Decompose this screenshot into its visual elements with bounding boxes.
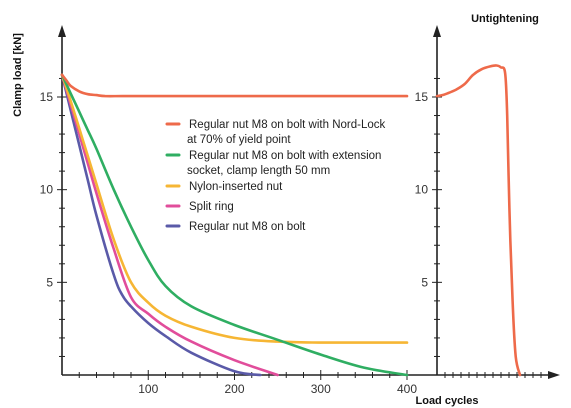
y-tick-label-right: 10	[415, 183, 429, 197]
y-tick-label-right: 5	[421, 275, 428, 289]
legend-label-3: Split ring	[189, 201, 234, 213]
legend: Regular nut M8 on bolt with Nord-Lock at …	[167, 119, 385, 233]
y-axis-left-arrow	[58, 25, 66, 37]
y-axis-title: Clamp load [kN]	[12, 33, 24, 117]
x-tick-label: 300	[311, 382, 331, 396]
legend-label-0: Regular nut M8 on bolt with Nord-Lock	[189, 119, 385, 131]
y-tick-label-left: 10	[40, 183, 54, 197]
right-panel-title: Untightening	[471, 13, 539, 25]
legend-label-1: Regular nut M8 on bolt with extension	[189, 150, 381, 162]
x-tick-label: 100	[138, 382, 158, 396]
axes: 5 5 10 10 15 15 100 200 300 400	[40, 25, 560, 396]
legend-label-2: Nylon-inserted nut	[189, 181, 283, 193]
legend-label-1-line2: socket, clamp length 50 mm	[187, 165, 330, 177]
legend-label-4: Regular nut M8 on bolt	[189, 221, 306, 233]
y-axis-right-arrow	[433, 25, 441, 37]
y-tick-label-left: 15	[40, 90, 54, 104]
x-axis-title: Load cycles	[416, 395, 479, 407]
series-line-0	[62, 75, 407, 96]
x-axis-arrow	[548, 371, 560, 379]
untightening-panel	[437, 65, 520, 375]
series-line-2	[62, 75, 407, 343]
y-tick-label-left: 5	[46, 275, 53, 289]
x-tick-label: 200	[224, 382, 244, 396]
untightening-line	[437, 65, 520, 375]
y-tick-label-right: 15	[415, 90, 429, 104]
legend-label-0-line2: at 70% of yield point	[187, 134, 291, 146]
x-tick-label: 400	[397, 382, 417, 396]
